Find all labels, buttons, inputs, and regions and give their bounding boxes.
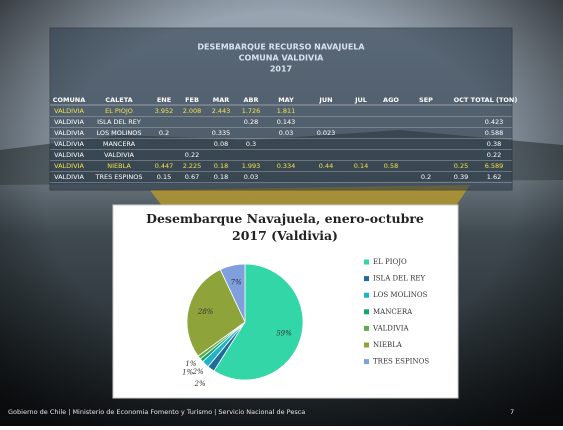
table-cell: 0.2 — [159, 129, 169, 137]
data-label: 59% — [276, 329, 292, 337]
table-cell: 0.58 — [384, 162, 398, 170]
legend-swatch — [364, 292, 369, 298]
table-cell: EL PIOJO — [105, 107, 133, 115]
table-cell: VALDIVIA — [54, 107, 84, 115]
table-cell: VALDIVIA — [54, 151, 84, 159]
table-cell: 3.952 — [155, 107, 174, 115]
column-header: MAR — [213, 96, 230, 104]
legend-label: EL PIOJO — [373, 258, 407, 266]
column-header: SEP — [419, 96, 433, 104]
table-cell: VALDIVIA — [104, 151, 134, 159]
table-cell: 0.588 — [485, 129, 504, 137]
table-cell: 0.28 — [244, 118, 258, 126]
data-label: 28% — [197, 308, 214, 316]
table-cell: 0.44 — [319, 162, 333, 170]
legend-swatch — [364, 342, 369, 348]
table-cell: 6.589 — [485, 162, 504, 170]
column-header: JUL — [354, 96, 367, 104]
data-label: 1% — [182, 369, 193, 377]
legend-label: NIEBLA — [373, 341, 403, 349]
table-cell: 0.67 — [185, 173, 199, 181]
page-number: 7 — [510, 408, 514, 416]
table-cell: 0.15 — [157, 173, 171, 181]
table-cell: 0.18 — [214, 173, 228, 181]
table-box — [49, 27, 513, 191]
legend-swatch — [364, 276, 369, 282]
table-cell: 0.25 — [454, 162, 468, 170]
table-cell: 0.03 — [279, 129, 293, 137]
table-cell: 0.3 — [246, 140, 256, 148]
table-cell: 1.726 — [242, 107, 261, 115]
footer: Gobierno de Chile | Ministerio de Econom… — [8, 408, 305, 416]
data-label: 7% — [231, 278, 242, 286]
table-title: COMUNA VALDIVIA — [239, 54, 325, 63]
pie-slice — [219, 263, 246, 323]
table-cell: 0.143 — [277, 118, 296, 126]
column-header: ABR — [244, 96, 259, 104]
column-header: ENE — [157, 96, 171, 104]
table-cell: 0.22 — [487, 151, 501, 159]
data-label: 2% — [194, 380, 206, 388]
table-cell: 0.447 — [155, 162, 174, 170]
table-cell: 2.443 — [212, 107, 231, 115]
table-cell: 0.2 — [421, 173, 431, 181]
table-cell: 1.62 — [487, 173, 501, 181]
table-cell: 2.008 — [183, 107, 202, 115]
table-cell: 0.334 — [277, 162, 296, 170]
table-cell: 0.023 — [317, 129, 336, 137]
table-cell: VALDIVIA — [54, 129, 84, 137]
table-cell: 1.993 — [242, 162, 261, 170]
legend-swatch — [364, 325, 369, 331]
table-cell: ISLA DEL REY — [97, 118, 141, 126]
table-cell: MANCERA — [103, 140, 136, 148]
table-cell: LOS MOLINOS — [96, 129, 141, 137]
column-header: JUN — [318, 96, 332, 104]
table-cell: VALDIVIA — [54, 140, 84, 148]
table-cell: 0.335 — [212, 129, 231, 137]
table-cell: 0.38 — [487, 140, 501, 148]
legend-label: MANCERA — [373, 308, 413, 316]
column-header: AGO — [383, 96, 399, 104]
column-header: OCT — [454, 96, 469, 104]
table-cell: TRES ESPINOS — [95, 173, 143, 181]
pie-slice — [213, 263, 304, 381]
legend-label: VALDIVIA — [372, 324, 409, 332]
table-cell: 0.03 — [244, 173, 258, 181]
table-title: DESEMBARQUE RECURSO NAVAJUELA — [197, 43, 365, 52]
column-header: MAY — [278, 96, 294, 104]
chart-title: Desembarque Navajuela, enero-octubre 2017… — [146, 211, 424, 243]
pie-slice — [186, 268, 246, 357]
table-cell: 1.811 — [277, 107, 296, 115]
table-cell: NIEBLA — [107, 162, 131, 170]
legend-swatch — [364, 309, 369, 315]
table-cell: 0.08 — [214, 140, 228, 148]
table-cell: 0.18 — [214, 162, 228, 170]
table-title: 2017 — [270, 65, 292, 74]
legend-label: TRES ESPINOS — [373, 358, 429, 366]
legend-swatch — [364, 259, 369, 265]
table-cell: 0.22 — [185, 151, 199, 159]
table-cell: 0.423 — [485, 118, 504, 126]
legend-label: LOS MOLINOS — [373, 291, 428, 299]
table-cell: 0.39 — [454, 173, 468, 181]
table-cell: 0.14 — [354, 162, 368, 170]
table-cell: 2.225 — [183, 162, 202, 170]
legend-swatch — [364, 359, 369, 365]
legend-label: ISLA DEL REY — [373, 275, 425, 283]
data-label: 1% — [185, 360, 196, 368]
column-header: COMUNA — [53, 96, 86, 104]
column-header: TOTAL (TON) — [471, 96, 518, 104]
table-cell: VALDIVIA — [54, 118, 84, 126]
column-header: CALETA — [105, 96, 132, 104]
table-cell: VALDIVIA — [54, 162, 84, 170]
table-cell: VALDIVIA — [54, 173, 84, 181]
column-header: FEB — [185, 96, 199, 104]
data-label: 2% — [192, 368, 204, 376]
